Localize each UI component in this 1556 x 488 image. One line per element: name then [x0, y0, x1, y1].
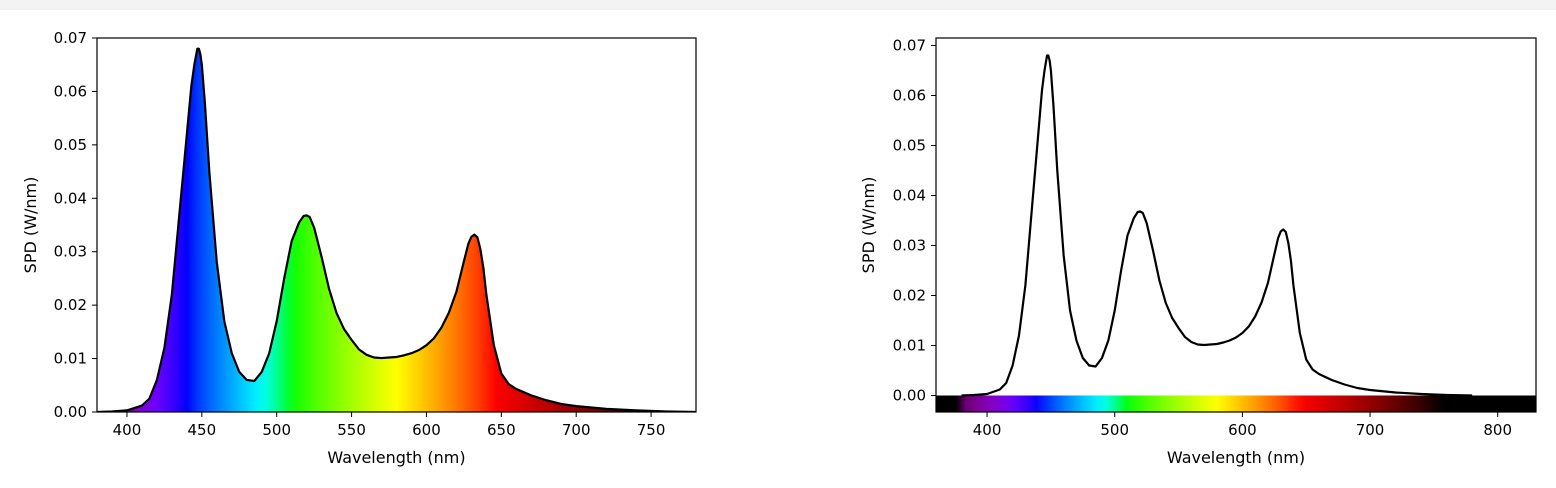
- spectrum-line: [97, 47, 696, 412]
- x-tick-label: 600: [412, 421, 441, 439]
- plot-frame: [96, 37, 697, 413]
- y-tick-label: 0.01: [54, 350, 87, 368]
- x-tick-label: 550: [337, 421, 366, 439]
- y-tick-label: 0.03: [893, 237, 926, 255]
- spectrum-color-strip: [936, 395, 1536, 412]
- x-tick-label: 400: [113, 421, 142, 439]
- y-tick-label: 0.06: [54, 82, 87, 100]
- x-tick-label: 450: [188, 421, 217, 439]
- chart-spectrum-filled: 400 450 500 550 600 650 700 750 0.00 0.01 0.02 0.03…: [21, 29, 697, 467]
- x-tick-label: 650: [487, 421, 516, 439]
- y-tick-label: 0.00: [893, 387, 926, 405]
- y-tick-label: 0.02: [54, 296, 87, 314]
- y-tick-label: 0.07: [54, 29, 87, 47]
- x-tick-label: 500: [262, 421, 291, 439]
- y-tick-label: 0.07: [893, 37, 926, 55]
- y-tick-label: 0.01: [893, 337, 926, 355]
- plot-frame: [935, 37, 1537, 413]
- x-tick-label: 400: [973, 421, 1002, 439]
- y-tick-label: 0.00: [54, 403, 87, 421]
- y-axis-label: SPD (W/nm): [21, 177, 40, 274]
- chart-spectrum-strip: 400 500 600 700 800 0.00 0.01 0.02 0.03 0.04 0.05 0…: [859, 37, 1537, 467]
- x-axis-label: Wavelength (nm): [327, 448, 465, 467]
- x-tick-label: 750: [637, 421, 666, 439]
- x-tick-label: 800: [1483, 421, 1512, 439]
- x-tick-label: 700: [1356, 421, 1385, 439]
- x-axis-label: Wavelength (nm): [1167, 448, 1305, 467]
- y-tick-label: 0.05: [54, 136, 87, 154]
- y-tick-label: 0.02: [893, 287, 926, 305]
- top-strip: [0, 0, 1556, 10]
- y-tick-label: 0.06: [893, 87, 926, 105]
- y-tick-label: 0.05: [893, 137, 926, 155]
- x-tick-label: 500: [1100, 421, 1129, 439]
- y-tick-label: 0.03: [54, 243, 87, 261]
- x-tick-label: 600: [1228, 421, 1257, 439]
- y-axis-label: SPD (W/nm): [859, 177, 878, 274]
- spectrum-line: [961, 54, 1473, 397]
- y-tick-label: 0.04: [54, 189, 87, 207]
- y-tick-label: 0.04: [893, 187, 926, 205]
- x-tick-label: 700: [562, 421, 591, 439]
